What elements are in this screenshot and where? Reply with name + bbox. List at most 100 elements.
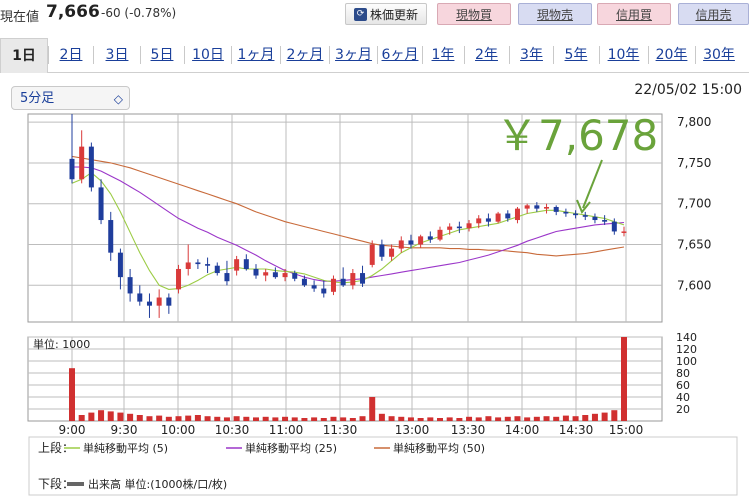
cash-buy-button[interactable]: 現物買 [437,3,511,25]
tab-11[interactable]: 3年 [520,47,543,63]
volume-bar [349,418,356,421]
tab-separator [422,46,423,64]
tab-separator [553,46,554,64]
candle-body [476,218,482,224]
annotation-arrow-head [576,199,591,214]
tab-3[interactable]: 5日 [150,47,174,63]
volume-bar [417,418,424,421]
legend-volume-item: 出来高 単位:(1000株/口/枚) [88,477,227,491]
candle-body [447,226,453,230]
volume-bar [98,410,105,421]
candle-body [350,273,356,286]
margin-sell-button[interactable]: 信用売 [678,3,749,25]
x-tick-label: 10:30 [215,423,250,437]
candle-body [369,244,375,265]
x-tick-label: 9:30 [111,423,138,437]
volume-bar [562,415,569,421]
x-tick-label: 14:00 [505,423,540,437]
candle-body [466,223,472,229]
tab-5[interactable]: 1ヶ月 [237,47,275,63]
interval-select[interactable]: 5分足 ◇ [11,86,130,110]
tab-10[interactable]: 2年 [475,47,498,63]
volume-bar [156,415,163,421]
tab-14[interactable]: 20年 [655,47,688,63]
tab-4[interactable]: 10日 [192,47,224,63]
candle-body [611,221,617,232]
candle-body [108,220,114,253]
tab-0[interactable]: 1日 [0,38,48,73]
volume-bar [466,416,473,421]
volume-bar [621,337,627,421]
candle-body [311,285,317,289]
tab-15[interactable]: 30年 [703,47,735,63]
volume-bar [533,416,540,421]
current-price-value: 7,666 [46,2,100,22]
volume-bar [301,418,308,421]
candle-body [524,205,530,209]
refresh-label: 株価更新 [369,8,418,22]
legend-item: 単純移動平均 (25) [245,441,337,455]
volume-y-tick-label: 80 [676,367,690,380]
volume-bar [175,416,182,421]
volume-y-tick-label: 40 [676,391,690,404]
volume-bar [572,416,579,421]
volume-unit-label: 単位: 1000 [33,337,90,351]
x-tick-label: 15:00 [609,423,644,437]
chevron-updown-icon: ◇ [113,92,123,106]
tab-6[interactable]: 2ヶ月 [286,47,324,63]
y-tick-label: 7,650 [677,238,711,252]
candle-body [534,205,540,209]
tab-7[interactable]: 3ヶ月 [335,47,372,63]
interval-selected: 5分足 [20,91,55,106]
x-tick-label: 11:30 [323,423,358,437]
candle-body [485,218,491,222]
candle-body [437,229,443,240]
cash-sell-button[interactable]: 現物売 [518,3,592,25]
candle-body [544,206,550,209]
candle-body [292,273,298,279]
volume-bar [504,416,511,421]
margin-buy-button[interactable]: 信用買 [597,3,671,25]
tab-separator [184,46,185,64]
candle-body [505,213,511,219]
volume-bar [437,418,443,421]
candle-body [495,213,501,222]
price-annotation: ￥7,678 [496,111,658,160]
annotation-arrow [582,159,603,209]
candle-body [582,215,588,217]
tab-separator [140,46,141,64]
tab-separator [48,46,49,64]
tab-13[interactable]: 10年 [607,47,640,63]
volume-bar [282,416,289,421]
x-tick-label: 10:00 [161,423,196,437]
candle-body [272,272,278,278]
tab-9[interactable]: 1年 [431,47,455,63]
volume-y-tick-label: 60 [676,379,690,392]
tab-12[interactable]: 5年 [564,47,588,63]
refresh-price-button[interactable]: ⟳ 株価更新 [345,3,427,25]
volume-bar [359,416,366,421]
tab-2[interactable]: 3日 [105,47,129,63]
volume-bar [243,416,250,421]
price-plot-frame [27,113,663,323]
candle-body [137,293,143,302]
candle-body [456,226,462,229]
y-tick-label: 7,600 [677,278,711,292]
tab-1[interactable]: 2日 [59,47,83,63]
legend-box [28,436,738,496]
volume-bar [475,417,482,421]
volume-bar [543,416,550,421]
candle-body [418,236,424,245]
tab-8[interactable]: 6ヶ月 [381,47,419,63]
tab-separator [509,46,510,64]
volume-bar [107,411,114,421]
volume-bar [427,417,434,421]
candle-body [166,297,172,306]
candle-body [573,213,579,216]
candle-body [69,158,75,180]
candle-body [156,297,162,306]
candle-body [253,268,259,276]
volume-bar [495,417,502,421]
candle-body [243,259,249,269]
